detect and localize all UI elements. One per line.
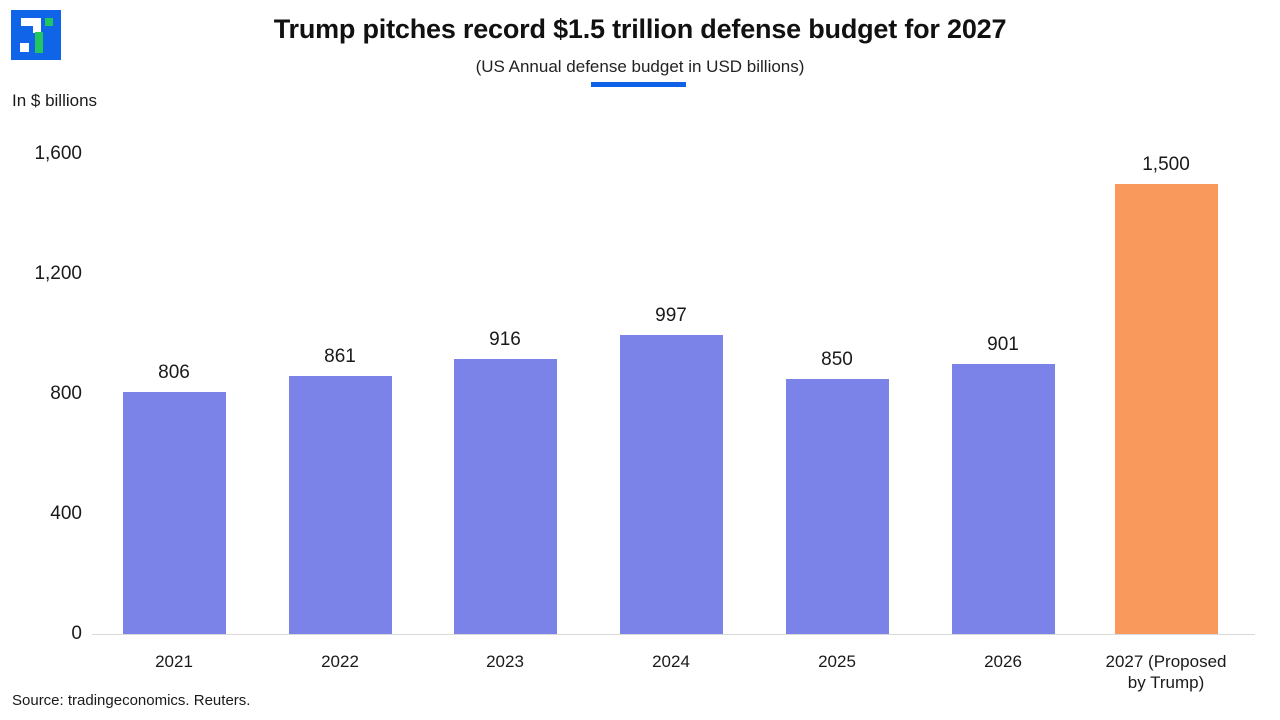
bar-value-label: 806 xyxy=(158,362,190,384)
category-label-line: 2023 xyxy=(486,652,524,671)
category-label-line: 2027 (Proposed xyxy=(1105,652,1227,671)
x-axis-category-label: 2024 xyxy=(581,652,761,673)
x-axis-line xyxy=(92,634,1255,635)
y-axis-tick-label: 400 xyxy=(50,503,82,524)
x-axis-category-label: 2026 xyxy=(913,652,1093,673)
logo-seven-vertical xyxy=(33,18,41,33)
bar[interactable] xyxy=(288,375,392,634)
y-axis-tick-label: 1,200 xyxy=(34,263,82,284)
bar-value-label: 901 xyxy=(987,333,1019,355)
source-note: Source: tradingeconomics. Reuters. xyxy=(12,692,251,709)
logo-green-bar xyxy=(35,32,43,53)
x-axis-category-label: 2021 xyxy=(84,652,264,673)
bar[interactable] xyxy=(785,379,889,634)
logo-seven-horizontal xyxy=(21,18,41,26)
x-axis-category-label: 2023 xyxy=(415,652,595,673)
tradingeconomics-logo xyxy=(11,10,61,60)
logo-white-square xyxy=(20,43,29,52)
x-axis-category-label: 2027 (Proposed by Trump) xyxy=(1076,652,1256,693)
bar[interactable] xyxy=(619,334,723,634)
y-axis-tick-label: 1,600 xyxy=(34,143,82,164)
category-label-line: by Trump) xyxy=(1127,672,1205,692)
category-label-line: 2024 xyxy=(652,652,690,671)
bar-value-label: 1,500 xyxy=(1142,154,1190,175)
category-label-line: 2022 xyxy=(321,652,359,671)
y-axis-tick-label: 0 xyxy=(71,623,82,644)
bar-value-label: 997 xyxy=(655,304,687,326)
x-axis-category-label: 2022 xyxy=(250,652,430,673)
x-axis-category-label: 2025 xyxy=(747,652,927,673)
logo-green-square xyxy=(45,18,53,26)
axis-unit-caption: In $ billions xyxy=(12,91,98,110)
category-label-line: 2025 xyxy=(818,652,856,671)
bar[interactable] xyxy=(453,359,557,634)
page-subtitle: (US Annual defense budget in USD billion… xyxy=(475,57,805,76)
subtitle-rule xyxy=(591,82,686,87)
bar-value-label: 916 xyxy=(489,329,521,351)
bar-value-label: 861 xyxy=(324,345,356,367)
bar[interactable] xyxy=(1114,184,1218,634)
page-title: Trump pitches record $1.5 trillion defen… xyxy=(273,14,1007,44)
bar-value-label: 850 xyxy=(821,349,853,370)
y-axis-tick-label: 800 xyxy=(50,383,82,404)
category-label-line: 2021 xyxy=(155,652,193,671)
bar[interactable] xyxy=(122,392,226,634)
category-label-line: 2026 xyxy=(984,652,1022,671)
bar[interactable] xyxy=(951,363,1055,634)
